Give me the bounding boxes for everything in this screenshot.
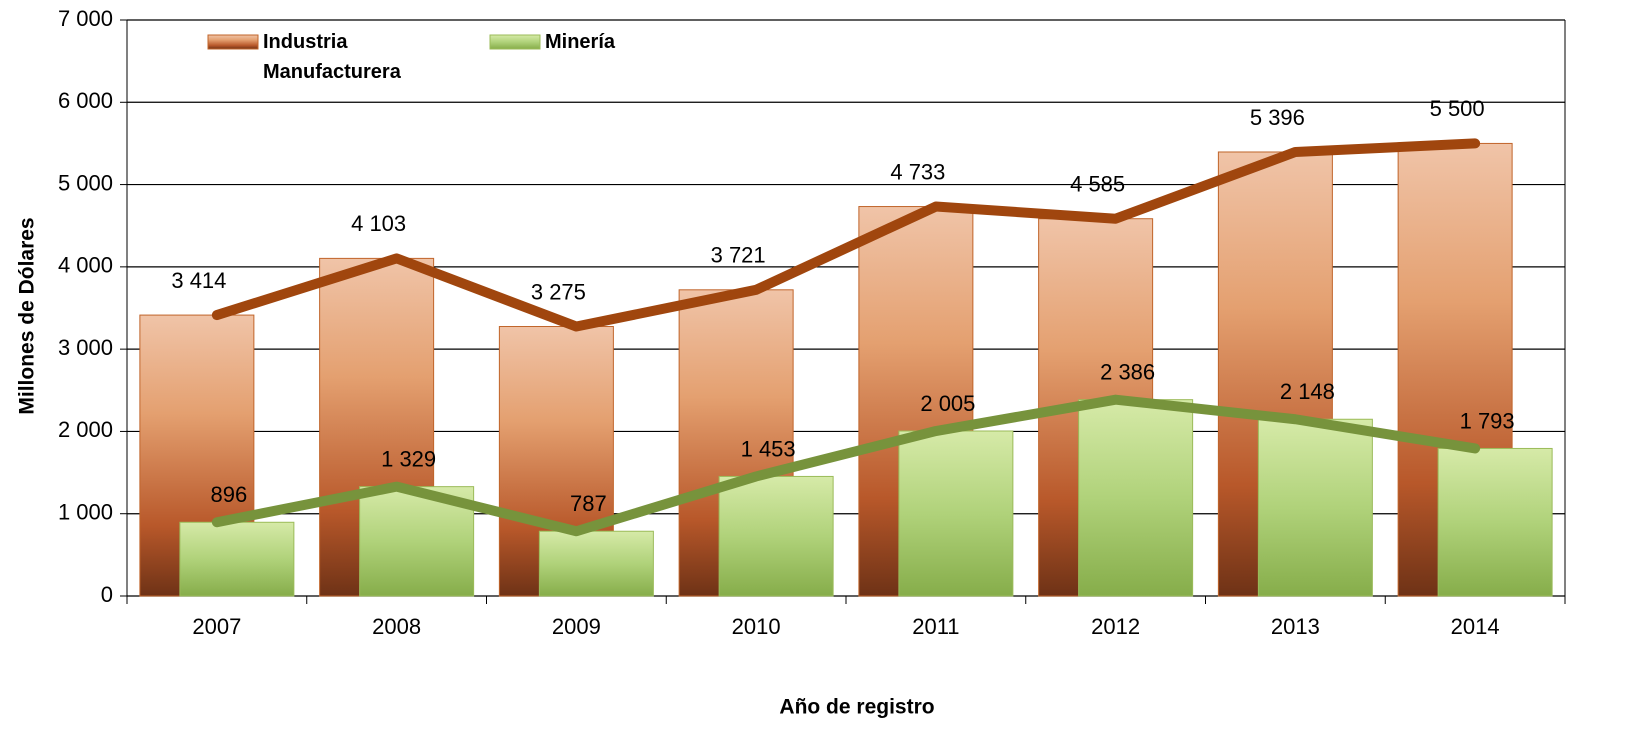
data-label: 787: [570, 491, 607, 516]
legend-swatch: [489, 34, 541, 50]
data-label: 1 793: [1460, 408, 1515, 433]
data-label: 2 386: [1100, 359, 1155, 384]
bar: [898, 430, 1014, 597]
data-label: 1 453: [741, 436, 796, 461]
data-label: 3 721: [711, 243, 766, 268]
y-tick-label: 4 000: [58, 253, 113, 278]
data-label: 1 329: [381, 446, 436, 471]
y-axis-title: Millones de Dólares: [16, 217, 39, 414]
y-tick-label: 1 000: [58, 500, 113, 525]
legend-entry: Minería: [545, 31, 616, 53]
y-tick-label: 6 000: [58, 88, 113, 113]
data-label: 4 733: [890, 159, 945, 184]
x-tick-label: 2009: [552, 614, 601, 639]
line: [211, 138, 1481, 332]
bar: [1257, 418, 1373, 597]
line: [211, 394, 1481, 537]
x-tick-label: 2011: [912, 614, 959, 639]
data-label: 2 005: [920, 391, 975, 416]
x-tick-label: 2012: [1091, 614, 1140, 639]
data-label: 4 103: [351, 211, 406, 236]
bar: [718, 475, 834, 597]
y-tick-label: 0: [101, 582, 113, 607]
legend-entry: Industria Manufacturera: [263, 31, 401, 83]
data-label: 4 585: [1070, 172, 1125, 197]
x-tick-label: 2010: [732, 614, 781, 639]
y-tick-label: 5 000: [58, 170, 113, 195]
y-tick-label: 7 000: [58, 6, 113, 31]
bar: [538, 530, 654, 597]
data-label: 5 396: [1250, 105, 1305, 130]
bar: [179, 521, 295, 597]
legend-swatch: [207, 34, 259, 50]
data-label: 3 414: [171, 268, 226, 293]
bar: [1437, 447, 1553, 597]
data-label: 5 500: [1430, 96, 1485, 121]
data-label: 3 275: [531, 279, 586, 304]
x-tick-label: 2013: [1271, 614, 1320, 639]
data-label: 896: [211, 482, 248, 507]
y-tick-label: 3 000: [58, 335, 113, 360]
x-axis-title: Año de registro: [779, 696, 934, 719]
data-label: 2 148: [1280, 379, 1335, 404]
x-tick-label: 2008: [372, 614, 421, 639]
legend-label: Industria Manufacturera: [263, 31, 401, 83]
x-tick-label: 2014: [1451, 614, 1500, 639]
legend-label: Minería: [545, 31, 616, 53]
bar: [1078, 399, 1194, 597]
y-tick-label: 2 000: [58, 417, 113, 442]
x-tick-label: 2007: [192, 614, 241, 639]
